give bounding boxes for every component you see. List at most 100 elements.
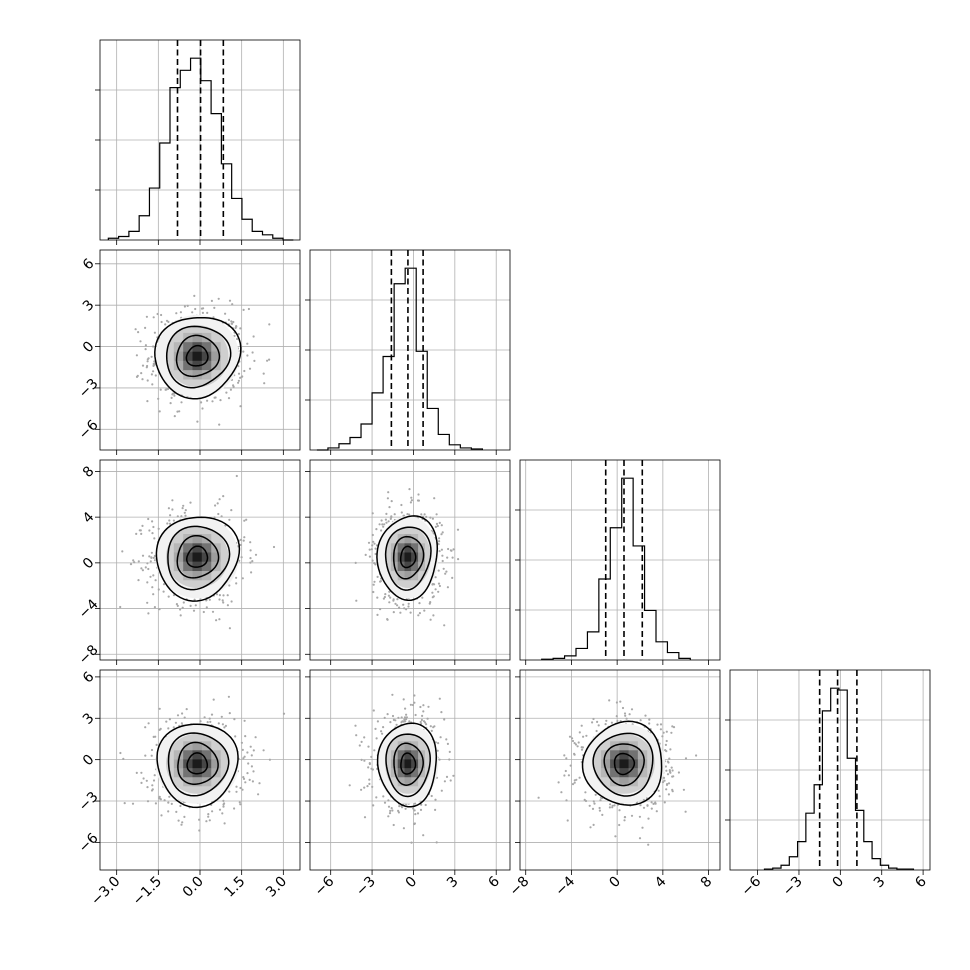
scatter-point: [576, 745, 579, 748]
scatter-point: [139, 529, 142, 532]
scatter-point: [228, 712, 231, 715]
density-cell: [404, 571, 412, 581]
scatter-point: [374, 727, 377, 731]
scatter-point: [443, 780, 446, 783]
scatter-point: [408, 720, 411, 723]
scatter-point: [231, 322, 234, 325]
scatter-point: [431, 582, 435, 586]
scatter-point: [173, 415, 176, 418]
scatter-point: [426, 717, 429, 720]
scatter-point: [157, 397, 160, 400]
scatter-point: [140, 372, 143, 375]
scatter-point: [431, 517, 434, 520]
density-cell: [397, 777, 405, 787]
scatter-point: [372, 583, 375, 586]
scatter-point: [420, 803, 423, 806]
scatter-point: [433, 725, 436, 728]
scatter-point: [390, 807, 393, 810]
scatter-point: [354, 724, 357, 727]
y-tick-label: −3: [76, 789, 102, 815]
scatter-point: [664, 765, 668, 768]
scatter-point: [354, 561, 357, 565]
x-tick-label: 4: [652, 873, 670, 891]
scatter-point: [159, 388, 162, 391]
scatter-point: [435, 841, 438, 844]
scatter-point: [434, 808, 437, 812]
scatter-point: [254, 553, 258, 556]
scatter-point: [659, 723, 663, 726]
density-cell: [201, 351, 212, 361]
scatter-point: [662, 731, 665, 734]
scatter-point: [169, 402, 172, 405]
density-cell: [192, 750, 202, 760]
scatter-point: [154, 735, 157, 738]
scatter-point: [140, 532, 143, 536]
density-cell: [201, 552, 212, 562]
scatter-point: [383, 716, 386, 720]
scatter-point: [137, 331, 140, 334]
density-cell: [619, 750, 629, 760]
scatter-point: [167, 387, 170, 390]
scatter-point: [140, 781, 143, 785]
scatter-point: [431, 596, 434, 599]
density-cell: [183, 777, 193, 787]
scatter-point: [232, 320, 235, 324]
scatter-point: [180, 515, 183, 518]
scatter-point: [147, 357, 150, 360]
contour-line: [392, 535, 425, 580]
scatter-point: [233, 334, 236, 337]
scatter-point: [216, 502, 219, 505]
x-tick-label: 6: [485, 873, 503, 891]
scatter-point: [243, 369, 246, 373]
scatter-point: [175, 810, 178, 814]
scatter-point: [182, 504, 185, 507]
scatter-point: [227, 318, 230, 321]
scatter-point: [657, 789, 660, 792]
scatter-point: [220, 715, 223, 718]
scatter-point: [563, 754, 566, 757]
scatter-point: [121, 550, 124, 553]
density-cell: [390, 768, 398, 778]
scatter-point: [208, 819, 211, 822]
scatter-point: [598, 809, 602, 812]
scatter-point: [144, 348, 147, 351]
scatter-point: [245, 518, 248, 521]
scatter-point: [397, 811, 400, 814]
scatter-point: [176, 604, 179, 608]
scatter-point: [237, 379, 240, 382]
histogram-step: [763, 687, 915, 870]
scatter-point: [663, 779, 666, 782]
scatter-point: [440, 524, 443, 527]
scatter-point: [144, 326, 147, 329]
scatter-point: [223, 802, 226, 805]
scatter-point: [623, 712, 627, 715]
scatter-point: [241, 788, 244, 791]
scatter-point: [235, 785, 238, 788]
scatter-point: [644, 714, 647, 717]
scatter-point: [437, 569, 440, 572]
scatter-point: [375, 737, 378, 740]
density-cell: [397, 543, 405, 553]
scatter-point: [441, 559, 444, 563]
scatter-point: [201, 311, 204, 314]
scatter-point: [167, 320, 170, 323]
density-cell: [411, 759, 419, 769]
scatter-point: [429, 516, 432, 519]
scatter-point: [181, 712, 184, 715]
scatter-point: [595, 729, 598, 733]
density-cell: [211, 750, 221, 760]
scatter-point: [451, 576, 454, 580]
scatter-point: [409, 501, 412, 504]
scatter-point: [360, 740, 363, 744]
density-cell: [183, 552, 193, 562]
scatter-point: [226, 604, 229, 607]
density-cell: [397, 741, 405, 751]
density-cell: [173, 750, 184, 760]
density-cell: [192, 342, 202, 352]
scatter-point: [235, 582, 238, 585]
scatter-point: [592, 823, 595, 827]
y-tick-label: 4: [80, 509, 98, 527]
scatter-point: [403, 718, 406, 721]
scatter-point: [668, 757, 671, 760]
scatter-point: [383, 523, 386, 526]
